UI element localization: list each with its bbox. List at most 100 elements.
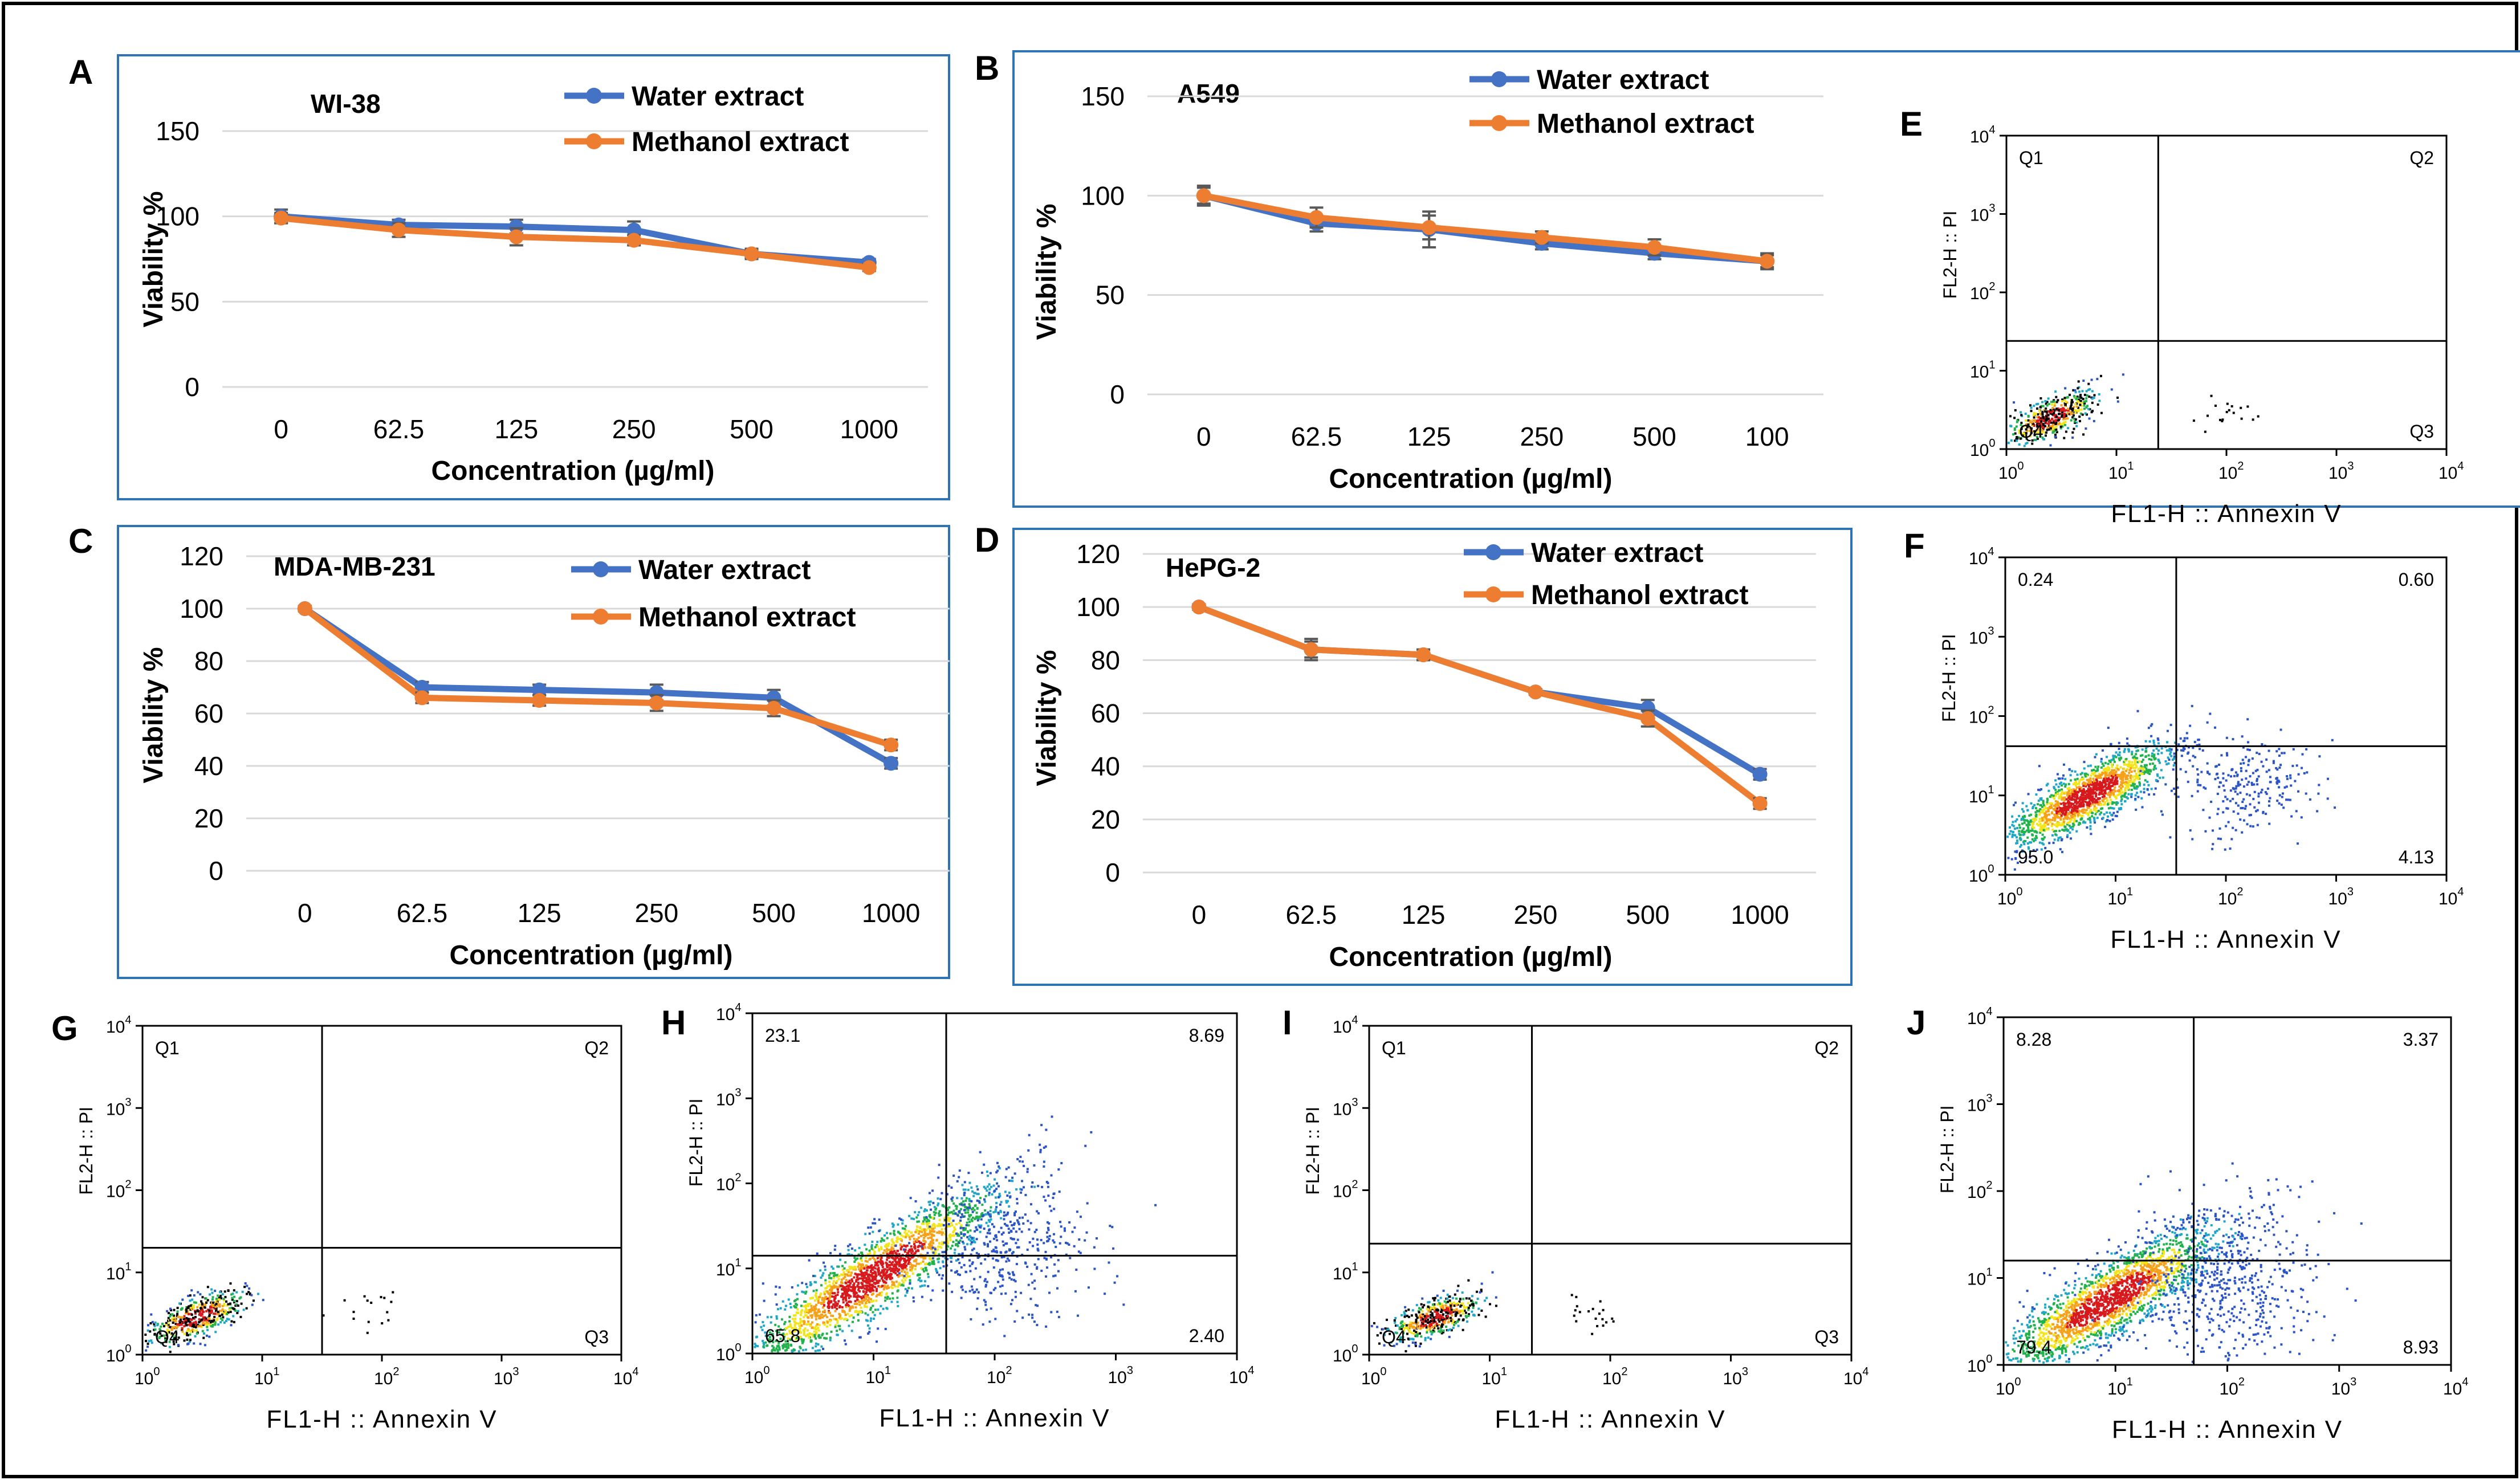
event-dot [168,1346,171,1348]
event-dot [848,1294,851,1297]
event-dot [2071,412,2074,415]
event-dot [2072,793,2075,796]
event-dot [789,1325,792,1328]
event-dot [161,1323,164,1326]
event-dot [891,1281,894,1283]
event-dot [201,1308,203,1311]
event-dot [2096,780,2099,783]
event-dot [2041,809,2044,812]
event-dot [875,1290,878,1293]
event-dot [2035,431,2038,434]
event-dot [788,1330,791,1332]
event-dot [2073,808,2075,811]
event-dot [2083,407,2086,410]
event-dot [872,1311,874,1314]
event-dot [203,1316,206,1319]
event-dot [845,1291,848,1294]
event-dot [2114,814,2117,817]
event-dot [2285,798,2288,801]
quadrant-label-top-right: 0.60 [2399,569,2434,590]
event-dot [2061,399,2063,402]
event-dot [2120,800,2123,802]
event-dot [986,1171,988,1173]
event-dot [995,1202,998,1205]
data-point-water [626,222,642,238]
event-dot [764,1335,767,1338]
event-dot [893,1263,896,1266]
event-dot [791,1286,793,1289]
event-dot [872,1256,874,1259]
event-dot [2285,785,2288,788]
event-dot [2114,786,2116,789]
event-dot [956,1243,959,1246]
event-dot [2031,833,2034,836]
event-dot [2183,737,2186,740]
event-dot [2019,431,2022,434]
event-dot [2123,793,2126,796]
event-dot [2148,793,2151,796]
event-dot [2045,407,2047,410]
event-dot [2227,821,2230,823]
event-dot [2054,788,2057,791]
event-dot [237,1310,239,1312]
event-dot [937,1258,939,1261]
event-dot [2051,406,2054,409]
event-dot [192,1322,195,1324]
event-dot [2112,792,2115,795]
data-point-methanol [1752,796,1768,811]
event-dot [2154,787,2157,790]
event-dot [2105,820,2108,823]
event-dot [870,1264,873,1267]
event-dot [164,1339,167,1342]
event-dot [178,1323,181,1326]
event-dot [210,1325,213,1328]
data-point-methanol [391,222,406,238]
event-dot [2124,778,2127,781]
event-dot [984,1213,987,1216]
event-dot [2082,796,2085,799]
x-tick-label: 250 [1520,422,1564,451]
event-dot [2066,835,2069,838]
event-dot [904,1229,907,1232]
event-dot [233,1289,235,1292]
event-dot [221,1293,224,1296]
event-dot [2066,396,2069,399]
event-dot [916,1240,919,1242]
event-dot [2191,838,2194,841]
event-dot [2053,412,2055,415]
legend-marker-water [1485,544,1501,560]
event-dot [843,1311,846,1314]
event-dot [250,1294,253,1296]
event-dot [2219,781,2222,784]
event-dot [252,1299,255,1302]
event-dot [826,1290,829,1293]
event-dot [838,1328,841,1331]
event-dot [2051,413,2054,415]
event-dot [2334,806,2336,809]
event-dot [153,1328,156,1331]
event-dot [2077,815,2079,818]
y-tick-label: 102 [1969,704,1994,727]
event-dot [2071,770,2074,773]
event-dot [830,1265,833,1268]
event-dot [166,1310,169,1312]
event-dot [933,1225,936,1228]
event-dot [857,1265,860,1268]
event-dot [2089,408,2091,411]
event-dot [2201,749,2204,752]
event-dot [2276,800,2279,802]
event-dot [2152,756,2155,759]
data-point-methanol [1309,210,1324,225]
event-dot [2106,818,2108,821]
event-dot [201,1330,204,1332]
event-dot [2126,768,2129,770]
event-dot [901,1265,904,1267]
event-dot [1007,1166,1010,1169]
event-dot [910,1245,913,1248]
y-tick-label: 0 [1110,380,1125,409]
event-dot [2127,784,2130,786]
event-dot [925,1229,928,1232]
event-dot [229,1282,232,1285]
event-dot [2043,825,2046,827]
